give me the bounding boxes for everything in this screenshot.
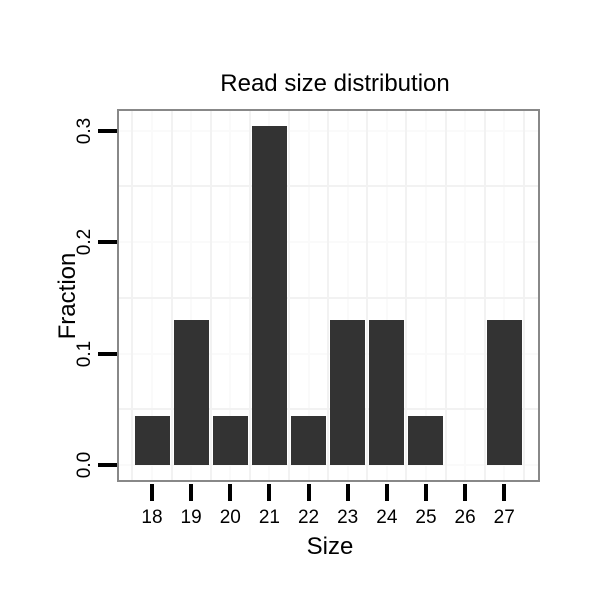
minor-gridline-y <box>119 408 538 411</box>
minor-gridline-x <box>248 111 251 480</box>
x-tick <box>384 484 389 501</box>
major-gridline-x <box>464 111 467 480</box>
minor-gridline-x <box>209 111 212 480</box>
major-gridline-x <box>307 111 310 480</box>
minor-gridline-x <box>483 111 486 480</box>
x-tick <box>189 484 194 501</box>
x-tick-label: 20 <box>219 507 241 528</box>
y-tick-label: 0.2 <box>74 228 95 256</box>
x-tick <box>228 484 233 501</box>
major-gridline-x <box>346 111 349 480</box>
minor-gridline-x <box>366 111 369 480</box>
bar-size-20 <box>212 416 248 465</box>
x-tick-label: 24 <box>376 507 398 528</box>
minor-gridline-x <box>444 111 447 480</box>
bar-size-25 <box>408 416 444 465</box>
minor-gridline-x <box>131 111 134 480</box>
x-tick-label: 18 <box>141 507 163 528</box>
x-tick <box>502 484 507 501</box>
minor-gridline-x <box>287 111 290 480</box>
y-tick <box>98 463 117 467</box>
y-tick-label: 0.1 <box>74 340 95 367</box>
bar-size-19 <box>173 320 209 465</box>
y-tick-label: 0.0 <box>74 451 95 479</box>
y-tick <box>98 351 117 356</box>
x-tick <box>345 484 350 501</box>
major-gridline-x <box>424 111 427 480</box>
x-tick-label: 21 <box>258 507 280 528</box>
bar-size-23 <box>330 320 366 465</box>
x-tick-label: 26 <box>454 507 476 528</box>
x-tick <box>463 484 468 501</box>
x-axis-title: Size <box>306 533 354 560</box>
minor-gridline-x <box>405 111 408 480</box>
major-gridline-x <box>151 111 153 480</box>
x-tick-label: 23 <box>337 507 359 528</box>
y-axis-title: Fraction <box>54 252 81 340</box>
bar-size-24 <box>369 320 405 465</box>
minor-gridline-x <box>170 111 173 480</box>
bar-size-18 <box>134 416 170 465</box>
x-tick <box>306 484 311 501</box>
x-tick <box>423 484 428 501</box>
x-tick-label: 19 <box>180 507 202 528</box>
minor-gridline-x <box>522 111 525 480</box>
x-tick-label: 27 <box>493 507 515 528</box>
major-gridline-x <box>385 111 388 480</box>
y-tick <box>98 240 117 244</box>
x-tick-label: 25 <box>415 507 437 528</box>
x-tick-label: 22 <box>297 507 320 528</box>
minor-gridline-y <box>119 185 538 188</box>
y-tick-label: 0.3 <box>74 117 95 144</box>
major-gridline-x <box>229 111 232 480</box>
bar-size-27 <box>486 320 522 465</box>
minor-gridline-y <box>119 296 538 299</box>
y-tick <box>98 128 117 133</box>
bar-size-21 <box>251 126 287 465</box>
plot-panel <box>117 109 540 482</box>
x-tick <box>267 484 272 501</box>
major-gridline-x <box>503 111 506 480</box>
bar-size-22 <box>291 416 327 465</box>
minor-gridline-x <box>327 111 330 480</box>
chart-title: Read size distribution <box>220 70 450 97</box>
x-tick <box>150 484 154 501</box>
major-gridline-x <box>190 111 193 480</box>
